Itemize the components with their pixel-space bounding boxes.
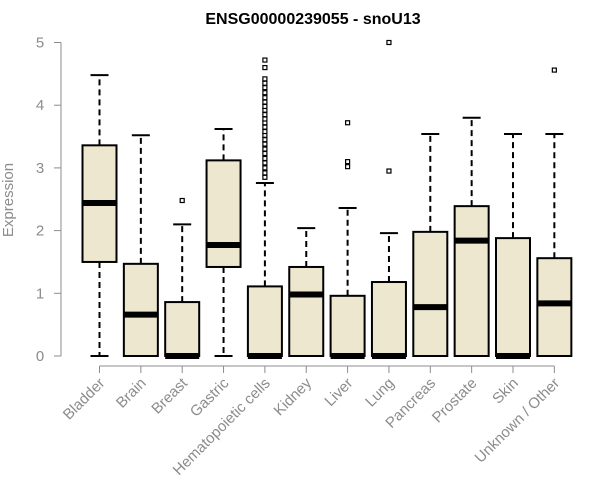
box-pancreas bbox=[412, 133, 449, 358]
y-tick-label: 2 bbox=[36, 223, 44, 240]
box-unknown-other bbox=[536, 67, 573, 357]
boxes-layer bbox=[81, 39, 573, 359]
outlier-point bbox=[262, 95, 268, 101]
outlier-point bbox=[345, 159, 351, 165]
chart-title: ENSG00000239055 - snoU13 bbox=[205, 11, 420, 28]
box-lung bbox=[370, 39, 407, 359]
outlier-point bbox=[262, 64, 268, 71]
x-tick-label: Breast bbox=[148, 374, 191, 417]
iqr-box bbox=[536, 257, 573, 357]
box-skin bbox=[495, 133, 531, 359]
outlier-point bbox=[262, 137, 268, 143]
outlier-point bbox=[262, 99, 268, 105]
y-axis-label: Expression bbox=[0, 163, 17, 237]
outlier-point bbox=[345, 164, 351, 170]
box-brain bbox=[122, 134, 159, 357]
outlier-point bbox=[262, 57, 268, 63]
outlier-point bbox=[262, 155, 268, 162]
outlier-point bbox=[386, 39, 392, 46]
outlier-point bbox=[262, 174, 268, 180]
x-tick-label: Lung bbox=[362, 375, 398, 411]
outlier-point bbox=[179, 197, 185, 204]
x-tick-label: Brain bbox=[113, 375, 150, 412]
box-hematopoietic-cells bbox=[246, 57, 283, 359]
outlier-point bbox=[262, 85, 268, 91]
outlier-point bbox=[262, 76, 268, 82]
outlier-point bbox=[262, 141, 268, 147]
outlier-point bbox=[262, 80, 268, 86]
x-tick-label: Kidney bbox=[271, 374, 316, 419]
box-kidney bbox=[288, 227, 325, 357]
outlier-point bbox=[262, 112, 268, 118]
y-tick-label: 0 bbox=[36, 348, 44, 365]
box-gastric bbox=[205, 128, 242, 357]
outlier-point bbox=[262, 124, 268, 130]
iqr-box bbox=[329, 294, 366, 358]
outlier-point bbox=[262, 150, 268, 157]
outlier-point bbox=[262, 116, 268, 122]
iqr-box bbox=[288, 265, 325, 357]
iqr-box bbox=[205, 159, 242, 268]
outlier-point bbox=[262, 128, 268, 135]
box-liver bbox=[329, 120, 366, 359]
y-tick-label: 3 bbox=[36, 160, 44, 177]
iqr-box bbox=[246, 285, 283, 358]
y-tick-label: 1 bbox=[36, 285, 44, 302]
box-bladder bbox=[81, 74, 118, 357]
outlier-point bbox=[386, 168, 392, 174]
x-tick-label: Bladder bbox=[60, 375, 109, 424]
outlier-point bbox=[262, 103, 268, 110]
y-axis: 0 1 2 3 4 5 bbox=[36, 35, 62, 365]
iqr-box bbox=[495, 237, 531, 357]
box-prostate bbox=[453, 116, 490, 357]
iqr-box bbox=[370, 281, 407, 358]
x-tick-label: Prostate bbox=[429, 375, 481, 427]
y-tick-label: 4 bbox=[36, 97, 44, 114]
iqr-box bbox=[412, 230, 449, 358]
outlier-point bbox=[345, 120, 351, 126]
outlier-point bbox=[262, 170, 268, 176]
iqr-box bbox=[164, 301, 201, 358]
iqr-box bbox=[122, 262, 159, 357]
x-tick-label: Liver bbox=[321, 375, 356, 410]
outlier-point bbox=[262, 165, 268, 171]
outlier-point bbox=[262, 90, 268, 96]
outlier-point bbox=[262, 146, 268, 152]
box-breast bbox=[164, 197, 201, 359]
outlier-point bbox=[262, 160, 268, 166]
outlier-point bbox=[551, 67, 557, 73]
iqr-box bbox=[453, 205, 490, 357]
y-tick-label: 5 bbox=[36, 35, 44, 52]
x-tick-label: Skin bbox=[489, 375, 522, 408]
